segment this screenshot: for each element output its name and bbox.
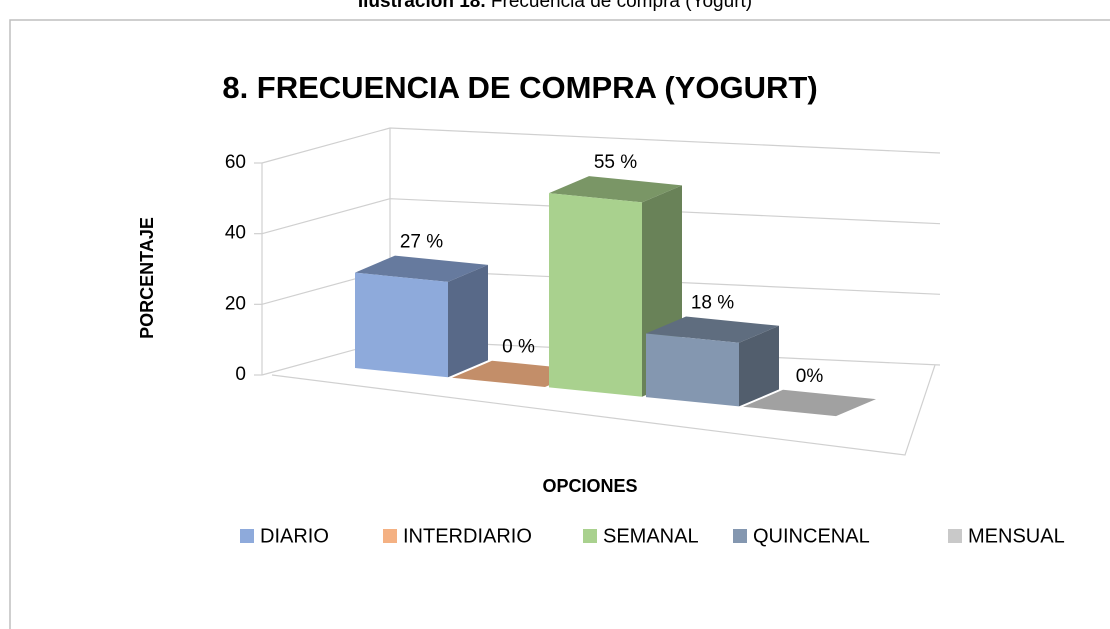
bar-top bbox=[355, 255, 488, 282]
legend-label: SEMANAL bbox=[603, 525, 699, 547]
y-tick-label: 60 bbox=[225, 152, 246, 173]
bar bbox=[646, 333, 739, 407]
chart-border bbox=[9, 19, 1110, 629]
legend-label: MENSUAL bbox=[968, 525, 1065, 547]
value-label: 0 % bbox=[502, 337, 535, 358]
legend-swatch bbox=[383, 529, 397, 543]
bar bbox=[355, 272, 448, 378]
grid-line bbox=[261, 127, 941, 164]
value-label: 27 % bbox=[400, 232, 443, 253]
y-axis-label: PORCENTAJE bbox=[137, 217, 157, 339]
y-tick-label: 0 bbox=[235, 364, 246, 385]
bar-side bbox=[739, 325, 779, 407]
legend-swatch bbox=[583, 529, 597, 543]
bar-side bbox=[448, 264, 488, 378]
value-label: 0% bbox=[796, 366, 824, 387]
legend-swatch bbox=[240, 529, 254, 543]
legend-label: INTERDIARIO bbox=[403, 525, 532, 547]
caption-label: Ilustración 18. bbox=[358, 0, 486, 12]
bar-top bbox=[743, 389, 876, 417]
grid-line bbox=[261, 198, 941, 235]
legend-swatch bbox=[948, 529, 962, 543]
y-tick-label: 20 bbox=[225, 293, 246, 314]
legend-label: DIARIO bbox=[260, 525, 329, 547]
bar bbox=[549, 193, 642, 397]
caption-text: Frecuencia de compra (Yogurt) bbox=[491, 0, 752, 12]
bar-top bbox=[646, 316, 779, 343]
chart-title: 8. FRECUENCIA DE COMPRA (YOGURT) bbox=[222, 70, 817, 105]
legend-label: QUINCENAL bbox=[753, 525, 870, 547]
bar-top bbox=[549, 176, 682, 203]
value-label: 18 % bbox=[691, 293, 734, 314]
legend-swatch bbox=[733, 529, 747, 543]
y-tick-label: 40 bbox=[225, 223, 246, 244]
caption: Ilustración 18. Frecuencia de compra (Yo… bbox=[358, 0, 752, 12]
x-axis-label: OPCIONES bbox=[542, 476, 637, 496]
value-label: 55 % bbox=[594, 152, 637, 173]
